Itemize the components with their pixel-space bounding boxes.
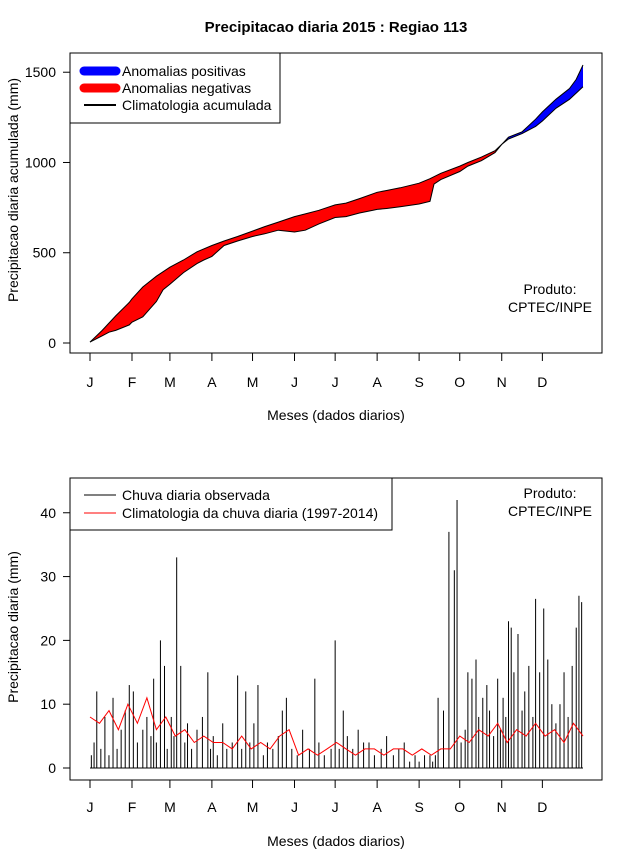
y-tick-label: 1000 <box>25 154 56 170</box>
accumulated-lines <box>89 64 584 343</box>
product-label: Produto: <box>524 281 577 297</box>
x-tick-label: D <box>537 799 547 815</box>
x-tick-label: A <box>207 374 217 390</box>
climatology-accumulated-line <box>89 86 584 343</box>
x-tick-label: J <box>291 374 298 390</box>
x-tick-label: M <box>164 374 176 390</box>
legend-label-positive: Anomalias positivas <box>122 63 246 79</box>
x-tick-label: S <box>414 799 423 815</box>
x-tick-label: J <box>291 799 298 815</box>
y-tick-label: 40 <box>40 505 56 521</box>
chart-title: Precipitacao diaria 2015 : Regiao 113 <box>205 19 468 36</box>
y-tick-label: 1500 <box>25 64 56 80</box>
climatology-daily-line <box>89 696 584 756</box>
y-tick-label: 10 <box>40 696 56 712</box>
legend-label-observed: Chuva diaria observada <box>122 487 270 503</box>
x-tick-label: N <box>497 799 507 815</box>
y-axis-daily: 0 10 20 30 40 <box>40 505 71 776</box>
x-tick-label: J <box>87 374 94 390</box>
y-axis-label-daily: Precipitacao diaria (mm) <box>5 551 21 703</box>
legend-daily: Chuva diaria observada Climatologia da c… <box>69 477 393 531</box>
x-tick-label: M <box>164 799 176 815</box>
x-tick-label: A <box>207 799 217 815</box>
legend-label-negative: Anomalias negativas <box>122 80 251 96</box>
x-tick-label: J <box>332 799 339 815</box>
legend: Anomalias positivas Anomalias negativas … <box>69 52 281 124</box>
observed-rain-bars <box>90 500 583 769</box>
legend-box-daily <box>69 477 393 531</box>
y-tick-label: 0 <box>48 335 56 351</box>
x-tick-label: A <box>372 374 382 390</box>
x-tick-label: M <box>247 374 259 390</box>
climatology-line-group <box>89 696 584 756</box>
x-tick-label: J <box>87 799 94 815</box>
accumulated-chart: Precipitacao diaria 2015 : Regiao 113 0 5… <box>5 19 603 423</box>
x-tick-label: S <box>414 374 423 390</box>
x-axis-label: Meses (dados diarios) <box>267 407 405 423</box>
x-tick-label: F <box>128 374 137 390</box>
product-source-daily: CPTEC/INPE <box>508 503 592 519</box>
y-tick-label: 500 <box>33 245 57 261</box>
x-tick-label: A <box>372 799 382 815</box>
observed-accumulated-line <box>89 64 584 343</box>
product-label-daily: Produto: <box>524 485 577 501</box>
y-tick-label: 0 <box>48 760 56 776</box>
daily-chart: 0 10 20 30 40 J F M A M J J A S O N D Meses (dados diar… <box>5 477 603 849</box>
x-tick-label: F <box>128 799 137 815</box>
y-axis-label: Precipitacao diaria acumulada (mm) <box>5 78 21 302</box>
x-tick-label: D <box>537 374 547 390</box>
legend-label-climatology-daily: Climatologia da chuva diaria (1997-2014) <box>122 505 378 521</box>
x-tick-label: O <box>454 374 465 390</box>
x-tick-label: M <box>247 799 259 815</box>
negative-anomaly-area <box>91 144 502 342</box>
x-tick-label: O <box>454 799 465 815</box>
y-tick-label: 20 <box>40 632 56 648</box>
x-tick-label: N <box>497 374 507 390</box>
x-axis-label-daily: Meses (dados diarios) <box>267 833 405 849</box>
y-tick-label: 30 <box>40 569 56 585</box>
product-source: CPTEC/INPE <box>508 299 592 315</box>
x-tick-label: J <box>332 374 339 390</box>
legend-label-climatology: Climatologia acumulada <box>122 97 272 113</box>
